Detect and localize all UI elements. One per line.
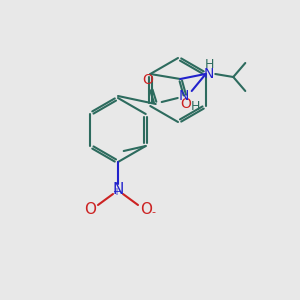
Text: N: N <box>178 89 189 103</box>
Text: +: + <box>112 187 120 197</box>
Text: H: H <box>191 100 200 112</box>
Text: N: N <box>204 67 214 81</box>
Text: O: O <box>180 97 191 111</box>
Text: O: O <box>84 202 96 217</box>
Text: O: O <box>142 73 153 87</box>
Text: -: - <box>151 207 155 217</box>
Text: O: O <box>140 202 152 217</box>
Text: H: H <box>205 58 214 70</box>
Text: N: N <box>112 182 124 197</box>
